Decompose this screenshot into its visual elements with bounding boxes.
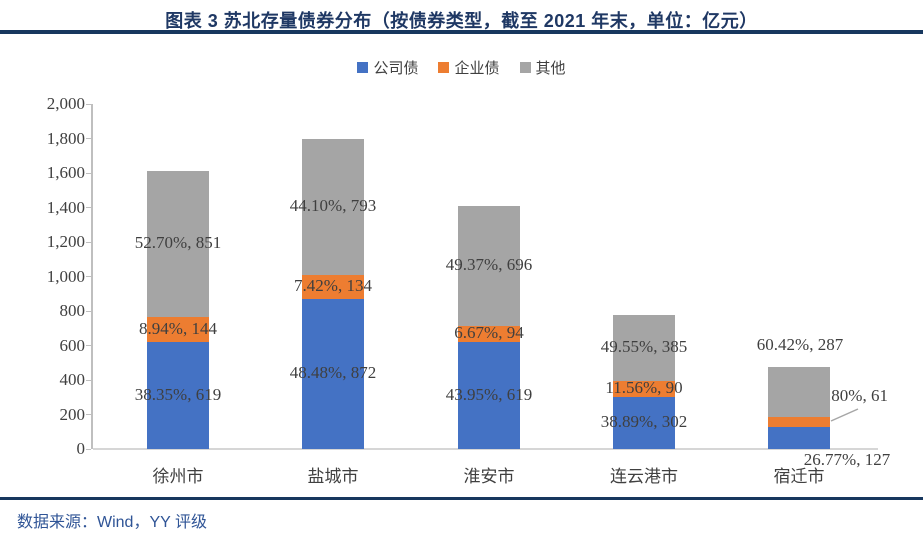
bar-segment-公司债-宿迁市 [768, 427, 830, 449]
y-axis-tick-label: 1,200 [46, 232, 85, 251]
data-label-企业债-淮安市: 6.67%, 94 [454, 323, 524, 343]
data-source: 数据来源：Wind，YY 评级 [17, 514, 207, 531]
legend-item: 企业债 [438, 57, 500, 78]
y-axis-tick [86, 241, 91, 243]
legend-label: 企业债 [454, 61, 500, 77]
y-axis-tick [86, 172, 91, 174]
data-label-企业债-连云港市: 11.56%, 90 [605, 378, 683, 398]
figure-title: 图表 3 苏北存量债券分布（按债券类型，截至 2021 年末，单位：亿元） [165, 11, 758, 31]
data-label-公司债-宿迁市: 26.77%, 127 [803, 450, 891, 469]
data-label-其他-宿迁市: 60.42%, 287 [756, 335, 844, 354]
bar-segment-企业债-宿迁市 [768, 416, 830, 428]
data-label-其他-徐州市: 52.70%, 851 [134, 232, 222, 252]
y-axis-tick [86, 345, 91, 346]
bar-segment-企业债-徐州市 [147, 317, 209, 343]
y-axis-line [91, 104, 93, 449]
x-category-label-淮安市: 淮安市 [463, 467, 515, 486]
chart-legend: 公司债 企业债 其他 [0, 57, 923, 78]
x-category-label-盐城市: 盐城市 [307, 467, 359, 486]
y-axis-tick-label: 400 [59, 370, 86, 389]
legend-label: 公司债 [373, 61, 419, 77]
y-axis-tick [86, 103, 91, 105]
data-label-公司债-连云港市: 38.89%, 302 [600, 411, 688, 431]
bar-segment-公司债-连云港市 [613, 396, 675, 449]
y-axis-tick [86, 138, 91, 139]
legend-swatch-icon [438, 62, 450, 73]
bar-segment-公司债-淮安市 [458, 342, 520, 449]
y-axis-tick-label: 1,400 [46, 197, 85, 217]
x-category-label-连云港市: 连云港市 [610, 467, 678, 486]
bar-segment-公司债-盐城市 [302, 298, 364, 449]
y-axis-tick-label: 1,000 [46, 266, 85, 286]
data-label-公司债-淮安市: 43.95%, 619 [445, 384, 533, 404]
y-axis-tick [86, 379, 91, 381]
title-divider [0, 30, 923, 34]
y-axis-tick [86, 207, 91, 208]
bar-segment-其他-连云港市 [613, 314, 675, 382]
y-axis-tick-label: 0 [76, 439, 86, 458]
y-axis-tick-label: 600 [59, 335, 86, 355]
legend-item: 其他 [519, 57, 566, 78]
legend-label: 其他 [535, 61, 566, 77]
x-category-label-宿迁市: 宿迁市 [773, 467, 825, 486]
bar-segment-其他-盐城市 [302, 138, 364, 276]
legend-swatch-icon [357, 62, 369, 73]
footer-divider [0, 497, 923, 500]
y-axis-tick [86, 414, 91, 415]
y-axis-tick-label: 2,000 [46, 94, 85, 113]
bar-segment-公司债-徐州市 [147, 342, 209, 449]
data-label-公司债-徐州市: 38.35%, 619 [134, 384, 222, 404]
bar-segment-其他-徐州市 [147, 170, 209, 318]
bar-segment-企业债-盐城市 [302, 275, 364, 299]
x-axis-line [93, 448, 878, 450]
data-label-公司债-盐城市: 48.48%, 872 [289, 362, 377, 382]
bar-segment-企业债-淮安市 [458, 326, 520, 343]
bar-segment-企业债-连云港市 [613, 381, 675, 397]
y-axis-tick [86, 310, 91, 312]
bar-segment-其他-宿迁市 [768, 367, 830, 417]
legend-swatch-icon [519, 62, 531, 73]
y-axis-tick-label: 1,800 [46, 128, 85, 148]
y-axis-tick-label: 200 [59, 404, 86, 424]
y-axis-tick-label: 800 [59, 301, 86, 320]
data-label-其他-淮安市: 49.37%, 696 [445, 254, 533, 274]
bar-segment-其他-淮安市 [458, 205, 520, 326]
y-axis-tick [86, 276, 91, 277]
y-axis-tick-label: 1,600 [46, 163, 85, 182]
data-label-企业债-徐州市: 8.94%, 144 [139, 318, 217, 338]
data-label-其他-连云港市: 49.55%, 385 [600, 337, 688, 357]
data-label-企业债-盐城市: 7.42%, 134 [294, 276, 372, 296]
legend-item: 公司债 [357, 57, 418, 78]
y-axis-tick [86, 448, 91, 450]
data-label-其他-盐城市: 44.10%, 793 [289, 196, 377, 216]
x-category-label-徐州市: 徐州市 [152, 467, 204, 486]
